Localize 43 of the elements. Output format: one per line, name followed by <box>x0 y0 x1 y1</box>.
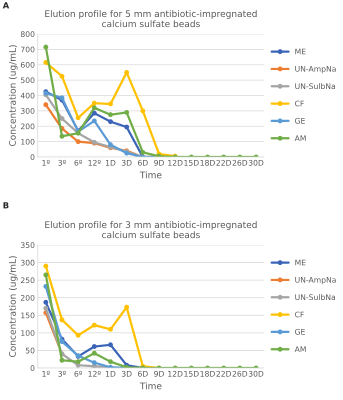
point <box>43 102 48 108</box>
point <box>43 44 48 50</box>
point <box>43 272 48 278</box>
point <box>108 342 113 348</box>
point <box>76 115 81 120</box>
point <box>76 359 81 364</box>
point <box>43 264 48 269</box>
point <box>124 110 130 115</box>
x-axis-title: Time <box>140 171 162 178</box>
point <box>140 108 146 114</box>
point <box>92 100 97 106</box>
y-axis-title: Concentration (ug/mL) <box>8 45 18 146</box>
point <box>140 150 146 155</box>
y-axis-title: Concentration (ug/mL) <box>8 256 18 358</box>
point <box>60 339 64 344</box>
point <box>60 317 64 322</box>
chart-title: Elution profile for 5 mm antibiotic-impregnated calcium sulfate beads <box>45 10 257 28</box>
point <box>108 326 113 332</box>
point <box>60 116 64 121</box>
point <box>60 95 64 100</box>
point <box>76 332 81 338</box>
point <box>60 74 64 79</box>
point <box>43 306 48 311</box>
point <box>92 105 97 110</box>
text: A <box>2 2 10 8</box>
chart-title: Elution profile for 3 mm antibiotic-impregnated calcium sulfate beads <box>45 221 257 238</box>
point <box>108 102 113 106</box>
point <box>92 322 97 328</box>
point <box>92 118 97 124</box>
point <box>108 112 113 118</box>
x-axis-title: Time <box>140 382 162 390</box>
text: B <box>4 202 9 208</box>
point <box>92 360 97 366</box>
point <box>92 344 97 349</box>
point <box>108 359 113 364</box>
point <box>60 358 64 363</box>
point <box>92 350 97 356</box>
point <box>108 142 113 148</box>
point <box>108 119 113 124</box>
point <box>76 139 81 144</box>
point <box>60 134 64 139</box>
point <box>124 124 130 130</box>
point <box>43 300 48 305</box>
